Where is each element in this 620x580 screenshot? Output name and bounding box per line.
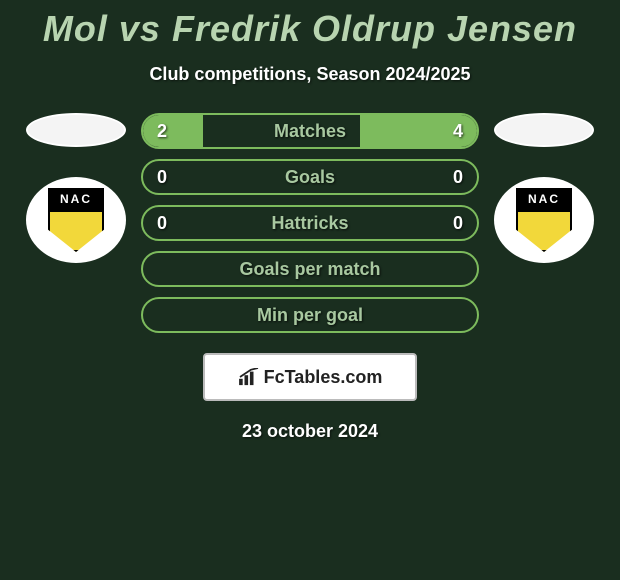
stat-value-left: 0: [157, 213, 167, 234]
right-club-badge: NAC: [494, 177, 594, 263]
stat-fill-left: [143, 115, 203, 147]
stat-value-right: 0: [453, 167, 463, 188]
shield-icon: NAC: [516, 188, 572, 252]
stat-value-right: 0: [453, 213, 463, 234]
badge-circle: NAC: [494, 177, 594, 263]
stat-row: Min per goal: [141, 297, 479, 333]
stat-value-left: 2: [157, 121, 167, 142]
left-country-flag: [26, 113, 126, 147]
stat-row: Goals per match: [141, 251, 479, 287]
subtitle: Club competitions, Season 2024/2025: [149, 64, 470, 85]
stat-label: Matches: [274, 121, 346, 142]
center-column: 2 Matches 4 0 Goals 0 0 Hattricks 0 Goals per mat…: [136, 113, 484, 442]
stat-label: Min per goal: [257, 305, 363, 326]
left-club-badge: NAC: [26, 177, 126, 263]
stat-row: 2 Matches 4: [141, 113, 479, 149]
stat-value-left: 0: [157, 167, 167, 188]
stat-row: 0 Hattricks 0: [141, 205, 479, 241]
left-club-abbr: NAC: [50, 192, 102, 206]
stat-value-right: 4: [453, 121, 463, 142]
page-title: Mol vs Fredrik Oldrup Jensen: [43, 8, 577, 50]
brand-box[interactable]: FcTables.com: [203, 353, 417, 401]
chart-icon: [238, 368, 260, 386]
stat-label: Hattricks: [271, 213, 348, 234]
comparison-card: Mol vs Fredrik Oldrup Jensen Club compet…: [0, 0, 620, 442]
stat-label: Goals: [285, 167, 335, 188]
left-column: NAC: [16, 113, 136, 263]
right-club-abbr: NAC: [518, 192, 570, 206]
brand-text: FcTables.com: [264, 367, 383, 388]
date-label: 23 october 2024: [242, 421, 378, 442]
badge-circle: NAC: [26, 177, 126, 263]
right-country-flag: [494, 113, 594, 147]
stat-row: 0 Goals 0: [141, 159, 479, 195]
right-column: NAC: [484, 113, 604, 263]
stat-label: Goals per match: [239, 259, 380, 280]
main-row: NAC 2 Matches 4 0 Goals 0 0 Hattricks 0 Goals per…: [0, 113, 620, 442]
shield-icon: NAC: [48, 188, 104, 252]
